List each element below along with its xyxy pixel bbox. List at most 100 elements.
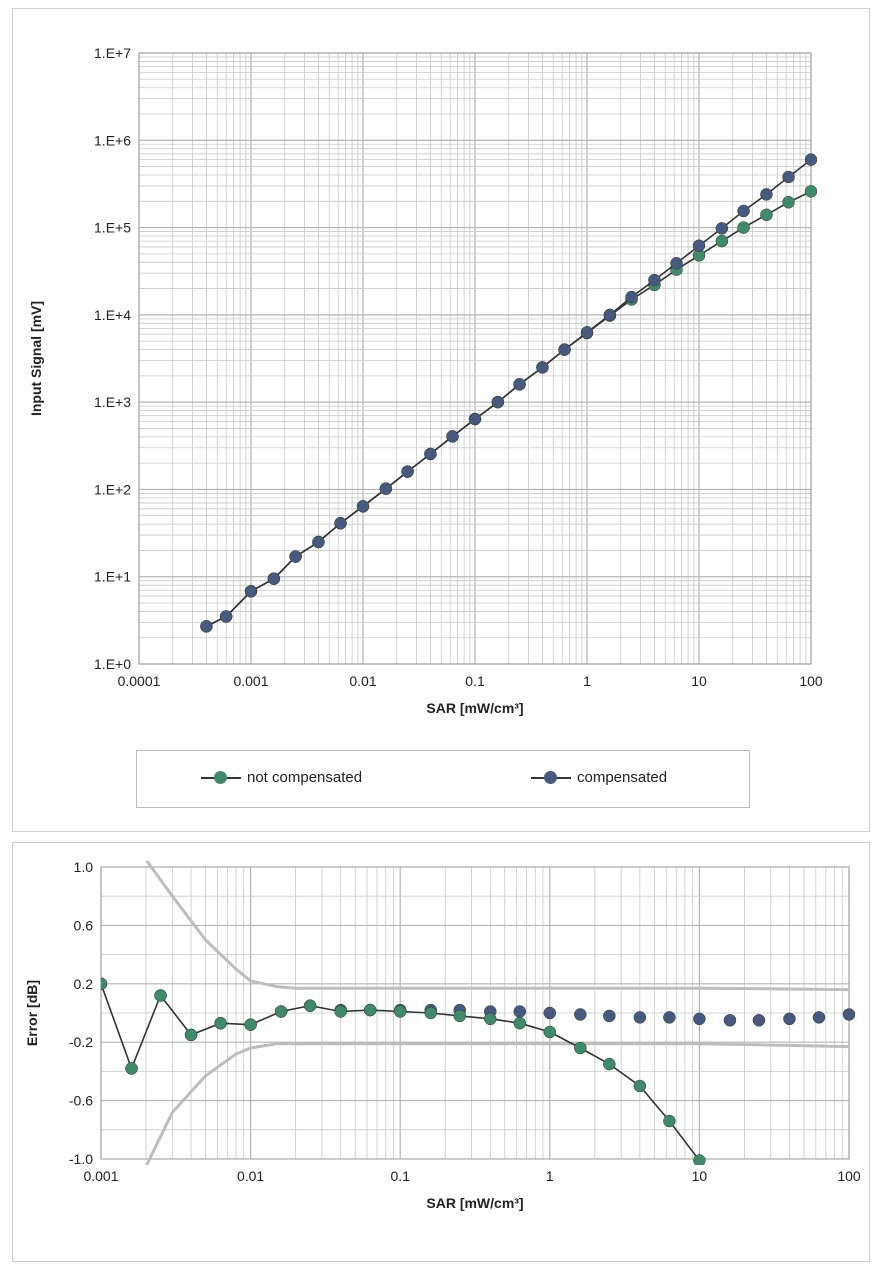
y-tick-label: 1.E+1 [94,569,131,585]
data-point [663,1011,676,1024]
data-point [446,430,459,443]
legend-marker-compensated [531,770,571,785]
limit-line [144,1042,850,1165]
series-compensated [101,977,855,1075]
data-point [812,1011,826,1024]
y-tick-label: 1.E+6 [94,132,131,148]
x-tick-label: 0.1 [390,1168,410,1184]
data-point [214,1016,227,1030]
data-point [782,196,795,209]
data-point [603,308,617,322]
data-point [303,999,317,1012]
x-tick-label: 100 [837,1168,861,1184]
series-line [206,158,812,628]
data-point [468,412,482,426]
data-point [274,1005,288,1018]
x-tick-labels: 0.0001 0.001 0.01 0.1 1 10 100 [118,673,823,689]
legend-label-not-compensated: not compensated [247,769,363,786]
y-tick-label: 1.E+3 [94,394,131,410]
data-point [363,1003,377,1017]
y-tick-label: 1.E+7 [94,45,131,61]
x-tick-label: 0.001 [233,673,268,689]
data-point [715,234,729,248]
y-tick-label: 1.E+0 [94,656,131,672]
x-tick-label: 0.01 [237,1168,264,1184]
data-point [244,585,258,598]
data-point [543,1006,557,1020]
data-point [101,977,108,991]
data-point [670,257,683,270]
legend-item-not-compensated: not compensated [201,769,362,786]
x-tick-label: 0.01 [349,673,376,689]
y-tick-label: -1.0 [69,1151,93,1167]
x-tick-label: 10 [692,1168,708,1184]
data-point [752,1014,766,1027]
y-tick-label: 1.0 [74,859,94,875]
data-point [804,153,817,166]
y-tick-label: -0.6 [69,1093,93,1109]
data-point [693,1012,706,1026]
data-point [334,516,347,530]
data-point [760,208,773,222]
data-point [842,1008,855,1021]
x-tick-label: 1 [546,1168,554,1184]
x-tick-label: 0.001 [83,1168,118,1184]
data-point [154,989,167,1002]
y-tick-label: 1.E+2 [94,481,131,497]
data-point [484,1012,497,1026]
data-point [356,500,370,513]
data-point [603,1057,616,1071]
data-point [401,465,414,478]
data-point [334,1005,347,1018]
legend-marker-not-compensated [201,770,241,785]
data-point [513,1016,527,1030]
data-point [692,239,706,252]
data-point [312,535,325,549]
y-tick-labels: 1.0 0.6 0.2 -0.2 -0.6 -1.0 [69,859,93,1167]
data-point [536,361,549,374]
data-point [760,188,773,201]
data-point [603,1009,616,1023]
series-compensated [200,153,817,633]
y-axis-title: Error [dB] [24,980,40,1046]
data-point [267,572,281,585]
data-point [723,1014,737,1027]
data-point [184,1028,198,1042]
x-tick-label: 100 [799,673,823,689]
x-tick-label: 0.0001 [118,673,161,689]
plot-area [138,52,812,665]
input-signal-chart: 0.0001 0.001 0.01 0.1 1 10 1001.E+01.E+11.E+21… [28,45,823,716]
data-point [558,343,571,356]
lower-chart-panel: 0.001 0.01 0.1 1 10 100 1.0 0.6 0.2 -0.2 -0.6 -1.0 S… [12,842,870,1262]
x-tick-label: 1 [583,673,591,689]
data-point [633,1011,647,1024]
legend: not compensated compensated [136,750,750,808]
data-point [379,482,393,495]
x-tick-labels: 0.001 0.01 0.1 1 10 100 [83,1168,860,1184]
data-point [782,170,795,184]
data-point [289,550,302,563]
x-axis-title: SAR [mW/cm³] [426,1195,523,1211]
x-tick-label: 10 [691,673,707,689]
y-axis-title: Input Signal [mV] [28,301,44,416]
y-tick-label: 1.E+5 [94,220,131,236]
data-point [513,378,526,391]
data-point [633,1079,647,1093]
data-point [513,1005,527,1018]
upper-chart-panel: 0.0001 0.001 0.01 0.1 1 10 100 1.E+0 1.E+1 1.E+2 1… [12,8,870,832]
data-point [424,1006,437,1020]
y-tick-label: -0.2 [69,1034,93,1050]
data-point [737,221,750,234]
y-tick-label: 0.2 [74,976,94,992]
data-point [424,447,437,461]
grid-lines [138,52,812,665]
data-point [244,1018,257,1031]
data-point [737,204,750,218]
data-point [804,185,817,198]
legend-label-compensated: compensated [577,769,668,786]
data-point [574,1008,587,1021]
limit-band-line [145,861,850,992]
data-point [783,1012,796,1026]
data-point [580,326,594,339]
data-point [543,1025,557,1039]
